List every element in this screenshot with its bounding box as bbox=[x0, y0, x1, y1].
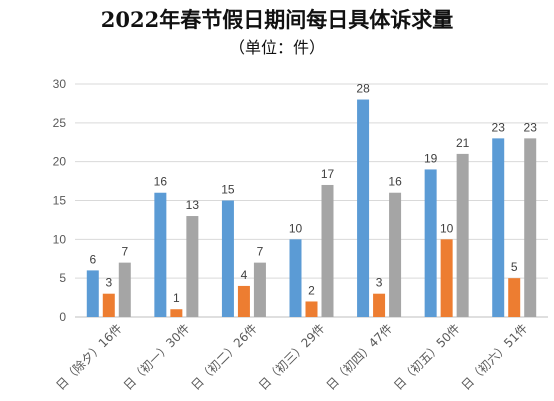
data-label: 19 bbox=[424, 151, 438, 165]
bar bbox=[154, 192, 167, 317]
x-tick-label: 日（初四）47件 bbox=[324, 321, 396, 393]
bar bbox=[424, 169, 437, 317]
y-tick-label: 20 bbox=[53, 155, 67, 169]
y-axis-ticks: 0 5 10 15 20 25 30 bbox=[53, 77, 67, 324]
bar bbox=[456, 153, 469, 317]
data-label: 5 bbox=[511, 260, 518, 274]
x-tick-label: 日（除夕）16件 bbox=[53, 321, 125, 393]
data-label: 16 bbox=[388, 175, 402, 189]
bar bbox=[170, 309, 183, 317]
x-tick-label: 日（初六）51件 bbox=[459, 321, 531, 393]
data-label: 4 bbox=[241, 268, 248, 282]
bar bbox=[373, 293, 386, 317]
data-label: 23 bbox=[524, 120, 538, 134]
y-tick-label: 30 bbox=[53, 77, 67, 91]
y-tick-label: 10 bbox=[53, 232, 67, 246]
data-label: 28 bbox=[356, 82, 370, 96]
data-label: 3 bbox=[105, 276, 112, 290]
data-label: 10 bbox=[440, 221, 454, 235]
y-tick-label: 15 bbox=[53, 194, 67, 208]
bar bbox=[305, 301, 318, 317]
data-label: 23 bbox=[492, 120, 506, 134]
data-label: 15 bbox=[221, 183, 235, 197]
chart-title: 2022年春节假日期间每日具体诉求量 bbox=[100, 7, 454, 32]
data-label: 21 bbox=[456, 136, 470, 150]
data-label: 3 bbox=[376, 276, 383, 290]
bar bbox=[118, 262, 131, 317]
data-label: 6 bbox=[89, 252, 96, 266]
bars bbox=[86, 99, 537, 318]
data-label: 2 bbox=[308, 283, 315, 297]
bar bbox=[389, 192, 402, 317]
bar bbox=[524, 138, 537, 317]
bar bbox=[221, 200, 234, 317]
bar bbox=[186, 216, 199, 317]
y-tick-label: 25 bbox=[53, 116, 67, 130]
y-tick-label: 5 bbox=[59, 271, 66, 285]
data-label: 1 bbox=[173, 291, 180, 305]
bar bbox=[321, 184, 334, 317]
data-label: 10 bbox=[289, 221, 303, 235]
x-axis-labels: 日（除夕）16件日（初一）30件日（初二）26件日（初三）29件日（初四）47件… bbox=[53, 321, 531, 393]
x-tick-label: 日（初一）30件 bbox=[121, 321, 193, 393]
data-label: 17 bbox=[321, 167, 335, 181]
x-tick-label: 日（初二）26件 bbox=[188, 321, 260, 393]
data-label: 7 bbox=[121, 245, 128, 259]
bar bbox=[102, 293, 115, 317]
bar bbox=[508, 278, 521, 317]
bar bbox=[492, 138, 505, 317]
data-label: 16 bbox=[154, 175, 168, 189]
gridlines bbox=[75, 83, 548, 318]
bar bbox=[253, 262, 266, 317]
bar bbox=[86, 270, 99, 317]
y-tick-label: 0 bbox=[59, 310, 66, 324]
bar bbox=[237, 285, 250, 317]
chart-subtitle: （单位：件） bbox=[228, 38, 325, 57]
x-tick-label: 日（初三）29件 bbox=[256, 321, 328, 393]
data-label: 13 bbox=[186, 198, 200, 212]
data-label: 7 bbox=[257, 245, 264, 259]
bar bbox=[440, 239, 453, 317]
bar bbox=[357, 99, 370, 318]
x-tick-label: 日（初五）50件 bbox=[391, 321, 463, 393]
bar bbox=[289, 239, 302, 317]
